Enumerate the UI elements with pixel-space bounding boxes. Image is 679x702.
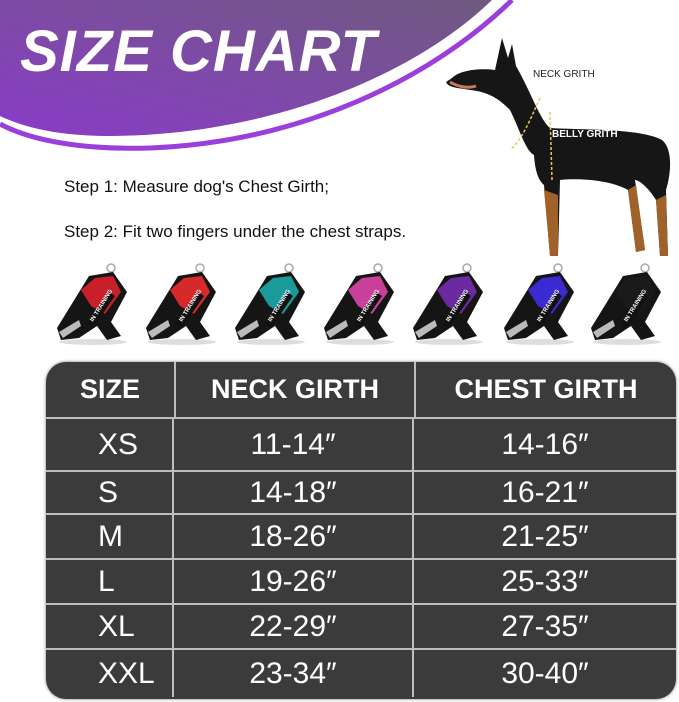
- header-banner: [0, 0, 514, 151]
- belly-girth-label: BELLY GRITH: [552, 129, 618, 140]
- cell-neck-girth: 23-34″: [174, 650, 414, 697]
- cell-neck-girth: 22-29″: [174, 605, 414, 648]
- header-size: SIZE: [46, 362, 176, 417]
- harness-image: IN TRAINING: [318, 262, 402, 346]
- table-row: M 18-26″ 21-25″: [46, 515, 676, 560]
- table-row: S 14-18″ 16-21″: [46, 472, 676, 515]
- header-neck-girth: NECK GIRTH: [176, 362, 416, 417]
- cell-neck-girth: 14-18″: [174, 472, 414, 513]
- cell-chest-girth: 16-21″: [501, 475, 589, 509]
- harness-image: IN TRAINING: [140, 262, 224, 346]
- cell-neck-girth: 19-26″: [174, 560, 414, 603]
- cell-neck-girth: 11-14″: [174, 419, 414, 470]
- table-row: XXL 23-34″ 30-40″: [46, 650, 676, 697]
- step-1: Step 1: Measure dog's Chest Girth;: [64, 177, 329, 196]
- cell-chest-girth: 14-16″: [501, 427, 589, 461]
- neck-girth-label: NECK GRITH: [533, 69, 595, 80]
- cell-chest-girth: 25-33″: [501, 564, 589, 598]
- doberman-dog-image: [446, 38, 671, 256]
- cell-chest-girth: 21-25″: [501, 519, 589, 553]
- harness-image: IN TRAINING: [498, 262, 582, 346]
- cell-chest-girth: 27-35″: [501, 609, 589, 643]
- cell-size: M: [46, 515, 174, 558]
- harness-image: IN TRAINING: [51, 262, 135, 346]
- harness-image: IN TRAINING: [407, 262, 491, 346]
- size-table: SIZE NECK GIRTH CHEST GIRTH XS 11-14″ 14-1…: [46, 362, 676, 699]
- cell-size: XL: [46, 605, 174, 648]
- cell-chest-girth: 30-40″: [501, 656, 589, 690]
- cell-size: S: [46, 472, 174, 513]
- step-2: Step 2: Fit two fingers under the chest …: [64, 222, 407, 241]
- harness-image: IN TRAINING: [229, 262, 313, 346]
- cell-size: XS: [46, 419, 174, 470]
- cell-size: L: [46, 560, 174, 603]
- cell-size: XXL: [46, 650, 174, 697]
- header-chest-girth: CHEST GIRTH: [454, 374, 638, 404]
- table-row: XS 11-14″ 14-16″: [46, 419, 676, 472]
- table-row: XL 22-29″ 27-35″: [46, 605, 676, 650]
- harness-image: IN TRAINING: [585, 262, 669, 346]
- table-row: L 19-26″ 25-33″: [46, 560, 676, 605]
- page-title: SIZE CHART: [20, 19, 377, 84]
- accent-swoosh: [0, 0, 514, 151]
- table-header-row: SIZE NECK GIRTH CHEST GIRTH: [46, 362, 676, 419]
- cell-neck-girth: 18-26″: [174, 515, 414, 558]
